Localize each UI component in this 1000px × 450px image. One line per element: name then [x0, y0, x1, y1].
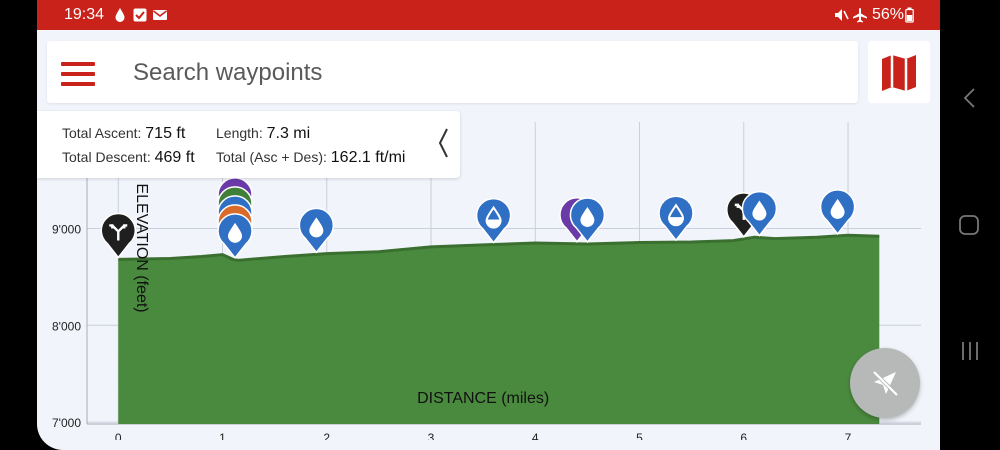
total-ascent-stat: Total Ascent: 715 ft [62, 125, 185, 143]
x-tick-label: 5 [636, 431, 643, 440]
total-ascent-value: 715 ft [145, 125, 186, 142]
waypoint-marker-water [741, 190, 778, 237]
y-tick-label: 7'000 [52, 416, 81, 430]
total-asc-des-stat: Total (Asc + Des): 162.1 ft/mi [216, 149, 405, 167]
x-tick-label: 0 [115, 431, 122, 440]
elevation-line [118, 233, 880, 262]
water-drop-icon [115, 8, 125, 22]
navigation-off-icon [873, 371, 898, 396]
water-drop-outline-icon-fill [486, 219, 501, 227]
y-tick-label: 9'000 [52, 222, 81, 236]
track-stats-panel: Total Ascent: 715 ft Length: 7.3 mi Tota… [37, 111, 460, 178]
water-drop-outline-icon-fill [669, 217, 684, 225]
hamburger-menu-icon[interactable] [61, 59, 97, 87]
recent-apps-icon[interactable] [959, 340, 981, 362]
x-tick-label: 6 [740, 431, 747, 440]
status-bar: 19:34 56% [37, 0, 940, 30]
water-drop-icon [752, 200, 767, 221]
map-view-button[interactable] [868, 41, 930, 103]
waypoint-marker-water-outline [658, 195, 694, 242]
mute-icon [835, 9, 849, 21]
x-axis-label: DISTANCE (miles) [417, 390, 549, 407]
length-stat: Length: 7.3 mi [216, 125, 310, 143]
total-ascent-label: Total Ascent: [62, 125, 142, 141]
water-drop-icon [309, 217, 324, 238]
home-icon[interactable] [958, 214, 980, 236]
total-asc-des-value: 162.1 ft/mi [330, 149, 406, 166]
waypoint-markers [100, 177, 856, 260]
elevation-area [118, 233, 880, 424]
status-time: 19:34 [64, 6, 105, 23]
airplane-icon [853, 8, 867, 23]
navigation-button[interactable] [850, 348, 920, 418]
total-descent-label: Total Descent: [62, 149, 151, 165]
system-navigation-bar [940, 0, 1000, 450]
waypoint-marker-water-stack [217, 177, 253, 260]
y-axis-label: ELEVATION (feet) [133, 183, 150, 312]
total-asc-des-label: Total (Asc + Des): [216, 149, 327, 165]
waypoint-marker-water [298, 207, 335, 254]
junction-arrows-icon [109, 224, 128, 241]
waypoint-marker-water [569, 197, 606, 244]
x-tick-label: 4 [532, 431, 539, 440]
back-icon[interactable] [960, 87, 980, 109]
waypoint-marker-water [819, 189, 856, 236]
app-screen: 19:34 56% [37, 0, 940, 450]
water-drop-icon [580, 206, 595, 227]
total-descent-stat: Total Descent: 469 ft [62, 149, 195, 167]
length-label: Length: [216, 125, 263, 141]
x-tick-label: 1 [219, 431, 226, 440]
elevation-area-fill [118, 235, 880, 424]
waypoint-marker-water-outline [475, 197, 512, 244]
water-drop-icon [228, 222, 243, 243]
y-tick-label: 8'000 [52, 319, 81, 333]
total-descent-value: 469 ft [154, 149, 195, 166]
battery-icon [905, 7, 914, 23]
chart-ticks: 0 1 2 3 4 5 6 7 7'000 8'000 9'000 [52, 222, 852, 440]
search-bar [47, 41, 858, 103]
mail-icon [153, 10, 167, 20]
checkbox-icon [133, 8, 147, 22]
x-tick-label: 3 [428, 431, 435, 440]
x-tick-label: 7 [845, 431, 852, 440]
search-input[interactable] [131, 53, 835, 93]
map-icon [882, 55, 916, 91]
x-tick-label: 2 [323, 431, 330, 440]
elevation-profile-chart: 0 1 2 3 4 5 6 7 7'000 8'000 9'000 DISTANCE (miles)… [52, 122, 921, 440]
chevron-left-icon[interactable] [435, 125, 451, 161]
length-value: 7.3 mi [266, 125, 311, 142]
waypoint-marker-junction [100, 212, 136, 259]
water-drop-icon [830, 198, 845, 219]
battery-level: 56% [872, 6, 905, 23]
